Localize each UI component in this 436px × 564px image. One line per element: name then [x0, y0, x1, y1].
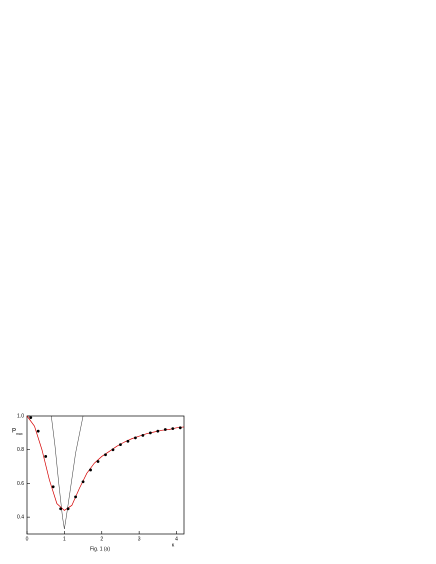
data-point	[29, 416, 33, 420]
y-label-sub: max	[16, 432, 23, 436]
data-point	[96, 460, 100, 463]
data-point	[66, 507, 70, 511]
plot-frame	[26, 415, 185, 535]
y-tick-label: 1.0	[17, 413, 24, 419]
y-label: P	[12, 429, 16, 435]
x-tick-label: 1	[63, 536, 66, 542]
x-tick-label: 4	[175, 536, 178, 542]
y-tick-label: 0.4	[17, 514, 24, 520]
data-point	[126, 439, 130, 443]
caption: Fig. 1 (a)	[90, 546, 110, 552]
data-point	[89, 468, 92, 472]
data-point	[44, 455, 48, 458]
data-point	[59, 507, 63, 511]
data-point	[134, 436, 137, 440]
data-point	[141, 433, 145, 437]
data-point	[119, 443, 122, 447]
data-point	[111, 448, 115, 452]
data-point	[51, 485, 55, 489]
x-tick-label: 0	[26, 536, 29, 542]
x-tick-label: 3	[138, 536, 141, 542]
y-tick-label: 0.6	[17, 481, 24, 487]
data-point	[171, 427, 175, 431]
y-tick-label: 0.8	[17, 447, 24, 453]
reference-curve	[51, 415, 84, 529]
x-label: κ	[172, 542, 175, 548]
data-point	[81, 480, 85, 484]
data-point	[148, 431, 152, 435]
data-point	[74, 495, 77, 499]
fit-curve	[26, 415, 185, 511]
data-point	[178, 426, 182, 430]
x-tick-label: 2	[100, 536, 103, 542]
data-point	[163, 428, 167, 431]
data-point	[36, 429, 40, 433]
data-point	[156, 429, 160, 433]
data-point	[104, 453, 107, 457]
